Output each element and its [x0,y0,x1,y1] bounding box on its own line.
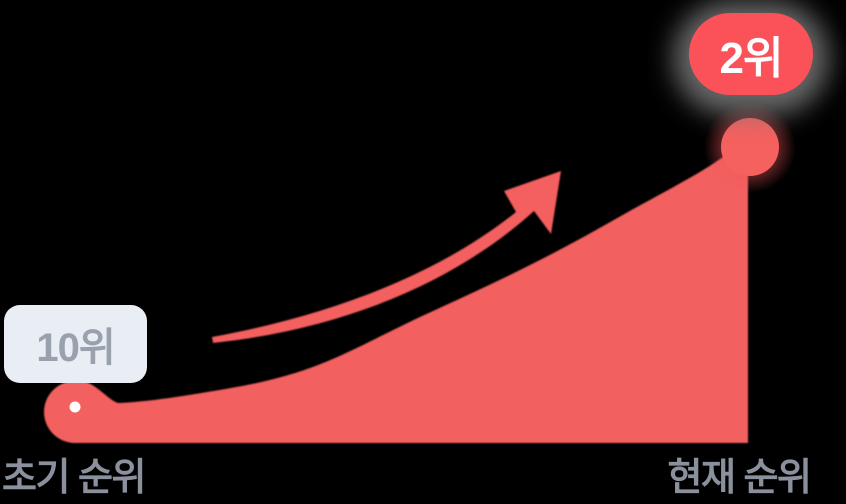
current-rank-badge: 2위 [689,13,813,95]
initial-rank-badge-label: 10위 [36,326,115,370]
current-rank-badge-label: 2위 [719,34,784,83]
initial-rank-axis-label: 초기 순위 [2,457,146,499]
initial-rank-badge: 10위 [4,305,147,383]
current-rank-axis-label: 현재 순위 [667,457,812,499]
area-fill [44,145,748,443]
start-point-dot [69,401,81,413]
end-point-dot [721,118,779,176]
trend-arrow-icon [212,171,561,343]
